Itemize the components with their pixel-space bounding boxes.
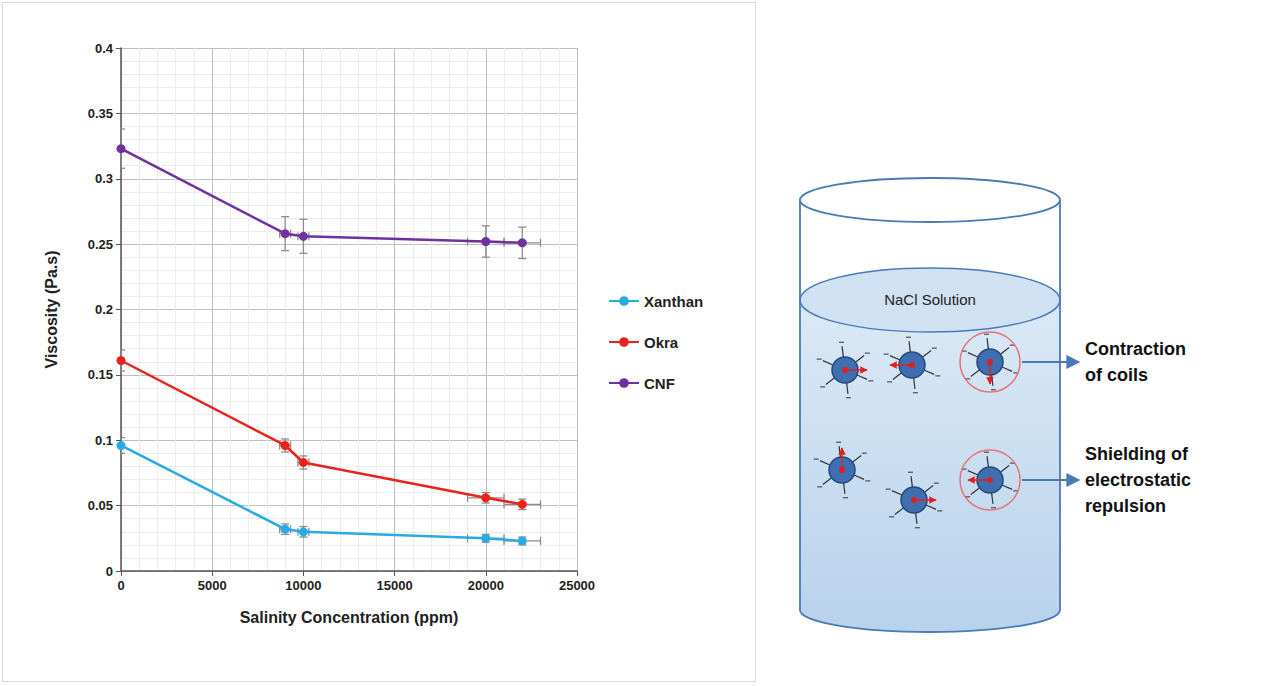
svg-text:Okra: Okra [644,334,679,351]
svg-text:0.3: 0.3 [95,171,113,186]
svg-text:0.15: 0.15 [88,367,113,382]
svg-text:NaCl Solution: NaCl Solution [884,291,976,308]
svg-text:0.25: 0.25 [88,237,113,252]
svg-text:0: 0 [106,564,113,579]
svg-text:0: 0 [117,578,124,593]
svg-text:of coils: of coils [1085,365,1148,385]
svg-text:repulsion: repulsion [1085,496,1166,516]
svg-text:0.2: 0.2 [95,302,113,317]
svg-text:Viscosity (Pa.s): Viscosity (Pa.s) [43,251,60,369]
svg-text:25000: 25000 [559,578,595,593]
svg-text:CNF: CNF [644,375,675,392]
svg-text:Shielding of: Shielding of [1085,444,1189,464]
svg-text:0.4: 0.4 [95,41,114,56]
svg-text:20000: 20000 [468,578,504,593]
svg-text:electrostatic: electrostatic [1085,470,1191,490]
svg-text:0.35: 0.35 [88,106,113,121]
svg-text:0.1: 0.1 [95,433,113,448]
svg-text:5000: 5000 [198,578,227,593]
svg-text:Contraction: Contraction [1085,339,1186,359]
svg-text:15000: 15000 [377,578,413,593]
svg-text:Xanthan: Xanthan [644,293,703,310]
svg-text:0.05: 0.05 [88,498,113,513]
svg-text:10000: 10000 [285,578,321,593]
svg-text:Salinity Concentration (ppm): Salinity Concentration (ppm) [240,609,459,626]
